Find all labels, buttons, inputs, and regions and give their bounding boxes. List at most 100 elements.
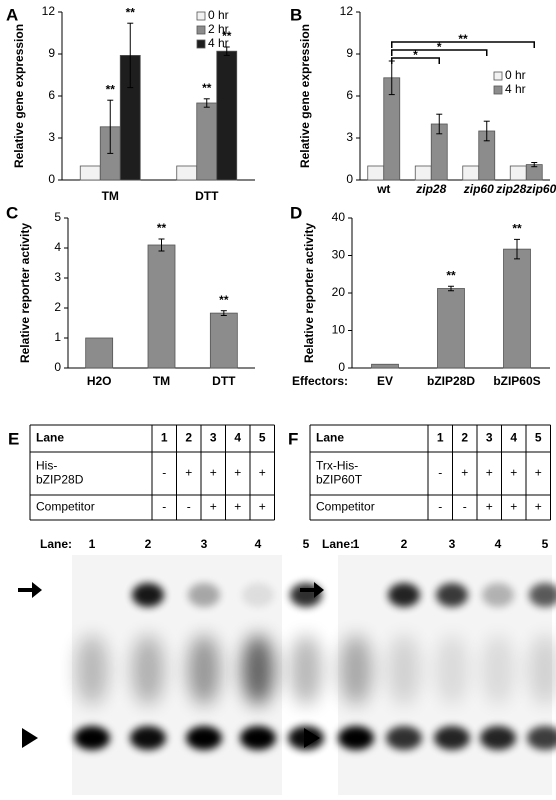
- x-tick-label: zip60: [463, 182, 494, 196]
- bar: [85, 337, 114, 369]
- y-tick-label: 40: [332, 210, 346, 224]
- panel-label: B: [290, 5, 302, 24]
- table-cell: -: [162, 466, 166, 480]
- table-cell: 5: [259, 431, 266, 445]
- y-axis-label: Relative reporter activity: [302, 223, 316, 363]
- significance-label: **: [219, 293, 229, 307]
- table-cell: +: [234, 500, 241, 514]
- significance-label: **: [126, 5, 136, 19]
- gel-band: [386, 726, 422, 750]
- gel-band: [529, 583, 556, 607]
- error-bar: [483, 120, 490, 142]
- comparison-label: *: [437, 40, 442, 54]
- y-tick-label: 3: [48, 130, 55, 144]
- y-axis-label: Relative gene expression: [12, 24, 26, 168]
- shifted-band-arrow: [18, 582, 42, 598]
- gel-smear: [188, 635, 220, 705]
- legend-label: 4 hr: [208, 36, 229, 50]
- y-tick-label: 6: [346, 88, 353, 102]
- free-probe-arrowhead: [22, 728, 38, 748]
- comparison-bracket: [391, 57, 440, 64]
- free-probe-arrowhead: [304, 728, 320, 748]
- significance-label: **: [512, 222, 522, 236]
- y-tick-label: 0: [48, 172, 55, 186]
- comparison-bracket: [391, 49, 488, 56]
- table-cell: +: [486, 466, 493, 480]
- legend-label: 4 hr: [505, 82, 526, 96]
- lane-number: 1: [89, 537, 96, 551]
- legend-swatch: [493, 85, 503, 95]
- row-header: Lane: [36, 431, 64, 445]
- row-header: Lane: [316, 431, 344, 445]
- panel-label: C: [6, 203, 18, 222]
- bar: [414, 165, 432, 181]
- lane-number: 3: [201, 537, 208, 551]
- table-cell: 4: [510, 431, 517, 445]
- x-tick-label: DTT: [195, 189, 219, 203]
- table-cell: -: [187, 500, 191, 514]
- table-cell: -: [438, 466, 442, 480]
- x-tick-label: zip28zip60: [495, 182, 556, 196]
- row-header: His-: [36, 459, 57, 473]
- y-axis-label: Relative reporter activity: [18, 223, 32, 363]
- lane-number: 1: [353, 537, 360, 551]
- y-tick-label: 30: [332, 248, 346, 262]
- error-bar: [448, 285, 454, 292]
- x-tick-label: bZIP60S: [493, 374, 540, 388]
- lane-number: 4: [495, 537, 502, 551]
- y-tick-label: 0: [338, 360, 345, 374]
- table-cell: +: [259, 466, 266, 480]
- table-cell: -: [438, 500, 442, 514]
- error-bar: [158, 238, 165, 252]
- significance-label: **: [106, 82, 116, 96]
- x-tick-label: EV: [377, 374, 393, 388]
- x-tick-label: DTT: [212, 374, 236, 388]
- y-tick-label: 0: [346, 172, 353, 186]
- x-tick-label: TM: [102, 189, 119, 203]
- y-tick-label: 4: [54, 240, 61, 254]
- lane-number: 2: [145, 537, 152, 551]
- gel-band: [338, 726, 374, 750]
- lane-number: 5: [542, 537, 549, 551]
- table-cell: +: [535, 466, 542, 480]
- gel-smear: [340, 635, 372, 705]
- lane-number: 2: [401, 537, 408, 551]
- x-tick-label: bZIP28D: [427, 374, 475, 388]
- legend-label: 0 hr: [505, 68, 526, 82]
- table-cell: +: [210, 500, 217, 514]
- row-header: bZIP60T: [316, 473, 363, 487]
- table-cell: +: [185, 466, 192, 480]
- table-cell: -: [463, 500, 467, 514]
- gel-smear: [482, 635, 514, 705]
- x-tick-label: H2O: [87, 374, 112, 388]
- gel-smear: [76, 635, 108, 705]
- error-bar: [514, 238, 520, 260]
- table-cell: 3: [486, 431, 493, 445]
- table-cell: +: [210, 466, 217, 480]
- bar: [209, 312, 238, 369]
- bar: [371, 363, 399, 369]
- y-tick-label: 0: [54, 360, 61, 374]
- bar: [147, 244, 176, 369]
- y-axis-label: Relative gene expression: [298, 24, 312, 168]
- panel-label: D: [290, 203, 302, 222]
- legend-swatch: [196, 11, 206, 21]
- comparison-label: **: [458, 32, 468, 46]
- gel-smear: [388, 635, 420, 705]
- table-cell: +: [510, 466, 517, 480]
- y-tick-label: 2: [54, 300, 61, 314]
- row-header: bZIP28D: [36, 473, 84, 487]
- legend-swatch: [196, 39, 206, 49]
- bar: [79, 165, 101, 181]
- gel-smear: [132, 635, 164, 705]
- x-tick-label: zip28: [415, 182, 446, 196]
- gel-band: [130, 726, 166, 750]
- table-cell: 4: [234, 431, 241, 445]
- table-cell: 2: [461, 431, 468, 445]
- legend-label: 0 hr: [208, 8, 229, 22]
- y-tick-label: 5: [54, 210, 61, 224]
- row-header: Trx-His-: [316, 459, 358, 473]
- lane-number: 3: [449, 537, 456, 551]
- panel-label: F: [288, 429, 298, 448]
